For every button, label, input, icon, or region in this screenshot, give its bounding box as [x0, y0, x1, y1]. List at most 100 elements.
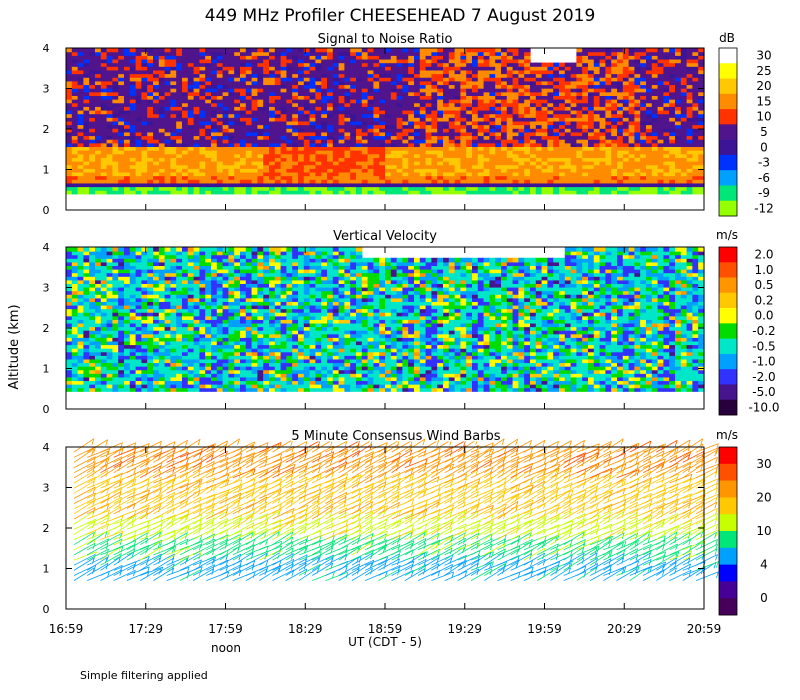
snr-cell — [489, 150, 496, 155]
snr-cell — [553, 139, 560, 144]
snr-cell — [454, 120, 461, 126]
velocity-cell — [71, 383, 79, 389]
snr-cell — [622, 128, 630, 133]
snr-cell — [640, 62, 647, 67]
snr-cell — [361, 113, 369, 118]
velocity-cell — [95, 254, 102, 259]
snr-cell — [321, 146, 328, 151]
snr-cell — [344, 186, 351, 191]
snr-cell — [211, 142, 218, 148]
snr-cell — [205, 120, 212, 126]
snr-cell — [651, 153, 659, 158]
snr-cell — [460, 95, 467, 100]
snr-cell — [385, 102, 392, 107]
snr-cell — [321, 91, 328, 96]
snr-cell — [327, 182, 334, 188]
snr-cell — [147, 128, 154, 133]
snr-cell — [530, 168, 537, 173]
snr-cell — [553, 120, 560, 126]
velocity-cell — [135, 383, 142, 389]
snr-cell — [193, 66, 200, 71]
snr-cell — [176, 186, 183, 191]
snr-cell — [350, 124, 357, 129]
snr-cell — [211, 120, 218, 126]
snr-cell — [361, 131, 369, 137]
snr-cell — [518, 190, 525, 195]
snr-cell — [77, 109, 84, 115]
snr-cell — [675, 113, 682, 118]
snr-cell — [199, 113, 206, 118]
snr-cell — [153, 128, 160, 133]
snr-cell — [356, 131, 363, 137]
velocity-cell — [66, 379, 73, 385]
snr-cell — [593, 179, 601, 184]
snr-cell — [489, 66, 496, 71]
snr-cell — [530, 95, 537, 100]
snr-cell — [570, 153, 577, 158]
snr-cell — [535, 73, 543, 78]
snr-cell — [205, 69, 212, 75]
snr-cell — [541, 95, 548, 100]
snr-cell — [118, 161, 125, 166]
snr-cell — [402, 88, 409, 93]
snr-cell — [222, 161, 229, 166]
snr-cell — [269, 73, 276, 78]
snr-cell — [443, 139, 450, 144]
snr-cell — [135, 150, 142, 155]
snr-cell — [582, 91, 589, 96]
snr-cell — [187, 190, 195, 195]
snr-cell — [338, 84, 345, 89]
snr-cell — [640, 190, 647, 195]
snr-cell — [124, 73, 131, 78]
snr-cell — [547, 175, 554, 180]
snr-cell — [547, 146, 554, 151]
snr-cell — [559, 124, 566, 129]
velocity-cell — [89, 293, 96, 299]
snr-cell — [570, 113, 577, 118]
velocity-cell — [112, 362, 119, 367]
snr-cell — [193, 171, 200, 177]
snr-cell — [570, 95, 577, 100]
snr-cell — [512, 51, 519, 56]
snr-cell — [651, 117, 659, 122]
velocity-cell — [118, 383, 125, 389]
snr-cell — [390, 150, 398, 155]
snr-cell — [622, 66, 630, 71]
velocity-cell — [89, 376, 96, 382]
velocity-cell — [112, 358, 119, 364]
velocity-cell — [100, 261, 108, 267]
velocity-cell — [147, 351, 154, 356]
snr-cell — [187, 91, 195, 96]
snr-cell — [564, 124, 572, 129]
snr-cell — [646, 182, 653, 188]
snr-cell — [495, 135, 502, 140]
snr-cell — [622, 135, 630, 140]
snr-cell — [112, 157, 119, 162]
snr-cell — [466, 153, 473, 158]
snr-cell — [274, 99, 282, 104]
snr-cell — [350, 91, 357, 96]
snr-cell — [141, 88, 148, 93]
snr-cell — [100, 186, 108, 191]
snr-cell — [448, 168, 456, 173]
snr-cell — [228, 51, 235, 56]
snr-cell — [234, 179, 241, 184]
velocity-cell — [89, 347, 96, 353]
snr-cell — [454, 171, 461, 177]
snr-cell — [379, 102, 386, 107]
snr-cell — [274, 139, 282, 144]
snr-cell — [460, 186, 467, 191]
snr-cell — [234, 175, 241, 180]
snr-cell — [518, 117, 525, 122]
snr-cell — [332, 77, 340, 82]
snr-cell — [182, 171, 189, 177]
snr-cell — [234, 131, 241, 137]
snr-cell — [483, 58, 490, 64]
snr-cell — [437, 150, 444, 155]
snr-cell — [350, 164, 357, 169]
snr-cell — [257, 150, 264, 155]
snr-cell — [564, 117, 572, 122]
snr-cell — [582, 164, 589, 169]
snr-cell — [553, 190, 560, 195]
snr-cell — [686, 153, 693, 158]
